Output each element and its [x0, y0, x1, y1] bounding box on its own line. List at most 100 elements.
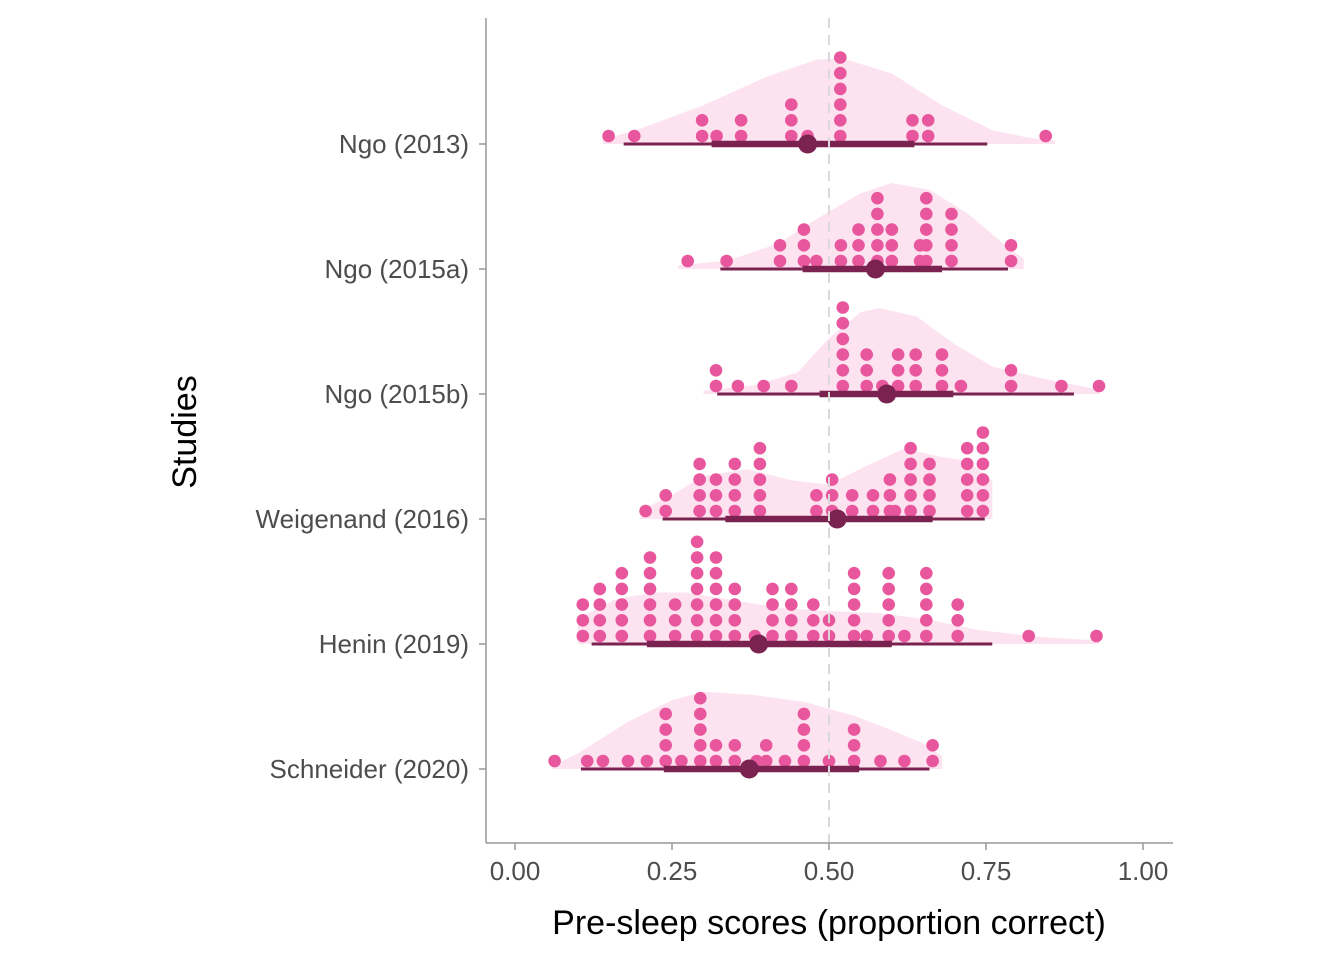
data-dot [593, 614, 607, 627]
data-dot [690, 614, 704, 627]
data-dot [874, 754, 887, 768]
data-dot [852, 239, 865, 252]
data-dot [797, 239, 811, 252]
data-dot [728, 457, 742, 471]
data-dot [757, 379, 770, 393]
data-dot [976, 457, 990, 471]
data-dot [883, 473, 897, 486]
data-dot [709, 504, 723, 518]
y-tick-label: Ngo (2015a) [324, 254, 469, 284]
data-dot [836, 379, 850, 393]
data-dot [639, 504, 652, 518]
data-dot [834, 254, 848, 268]
data-dot [797, 254, 811, 268]
data-dot [904, 473, 917, 486]
data-dot [797, 707, 811, 721]
data-dot [593, 598, 607, 611]
data-dot [734, 114, 748, 127]
data-dot [728, 489, 742, 502]
data-dot [825, 473, 839, 486]
data-dot [753, 504, 767, 518]
data-dot [695, 114, 709, 127]
data-dot [621, 754, 635, 768]
data-dot [797, 754, 811, 768]
data-dot [710, 129, 723, 143]
data-dot [753, 441, 767, 455]
data-dot [709, 739, 723, 752]
data-dot [659, 489, 672, 502]
study-0 [602, 51, 1056, 154]
data-dot [847, 754, 861, 768]
data-dot [960, 489, 974, 502]
median-point [798, 134, 818, 154]
data-dot [615, 566, 629, 580]
data-dot [885, 223, 899, 236]
data-dot [766, 614, 779, 627]
data-dot [785, 114, 798, 127]
data-dot [836, 316, 850, 330]
data-dot [834, 51, 847, 64]
median-point [749, 634, 769, 654]
data-dot [643, 566, 657, 580]
data-dot [923, 457, 936, 471]
data-dot [935, 379, 949, 393]
data-dot [785, 598, 798, 611]
data-dot [709, 364, 723, 377]
data-dot [728, 582, 742, 596]
data-dot [576, 614, 590, 627]
data-dot [709, 379, 723, 393]
data-dot [659, 739, 672, 752]
data-dot [834, 82, 847, 96]
data-dot [1004, 364, 1018, 377]
data-dot [693, 504, 706, 518]
density-cloud [552, 691, 942, 769]
data-dot [976, 489, 990, 502]
data-dot [926, 739, 939, 752]
data-dot [888, 504, 902, 518]
y-tick-label: Weigenand (2016) [256, 504, 469, 534]
data-dot [834, 66, 847, 80]
data-dot [690, 582, 704, 596]
data-dot [847, 582, 861, 596]
data-dot [593, 582, 607, 596]
data-dot [834, 239, 848, 252]
data-dot [766, 629, 779, 643]
data-dot [753, 489, 767, 502]
data-dot [643, 551, 657, 564]
data-dot [882, 614, 895, 627]
data-dot [834, 129, 847, 143]
data-dot [960, 441, 974, 455]
study-2 [703, 301, 1106, 404]
data-dot [1004, 379, 1018, 393]
data-dot [807, 598, 820, 611]
data-dot [882, 629, 895, 643]
data-dot [871, 207, 884, 221]
data-dot [923, 489, 936, 502]
data-dot [643, 614, 657, 627]
data-dot [728, 598, 742, 611]
data-dot [807, 629, 820, 643]
data-dot [659, 754, 672, 768]
data-dot [883, 489, 897, 502]
data-dot [596, 754, 610, 768]
study-3 [639, 426, 993, 529]
data-dot [921, 114, 935, 127]
data-dot [681, 254, 694, 268]
data-dot [960, 504, 974, 518]
data-dot [891, 348, 905, 361]
data-dot [728, 504, 742, 518]
data-dot [797, 723, 811, 736]
data-dot [709, 754, 723, 768]
y-tick-label: Ngo (2015b) [324, 379, 469, 409]
data-dot [945, 223, 958, 236]
data-dot [548, 754, 561, 768]
data-dot [668, 629, 682, 643]
data-dot [709, 614, 723, 627]
data-dot [640, 754, 654, 768]
data-dot [920, 239, 933, 252]
data-dot [580, 754, 594, 768]
data-dot [753, 473, 767, 486]
data-dot [709, 489, 723, 502]
data-dot [720, 254, 733, 268]
data-dot [785, 582, 798, 596]
